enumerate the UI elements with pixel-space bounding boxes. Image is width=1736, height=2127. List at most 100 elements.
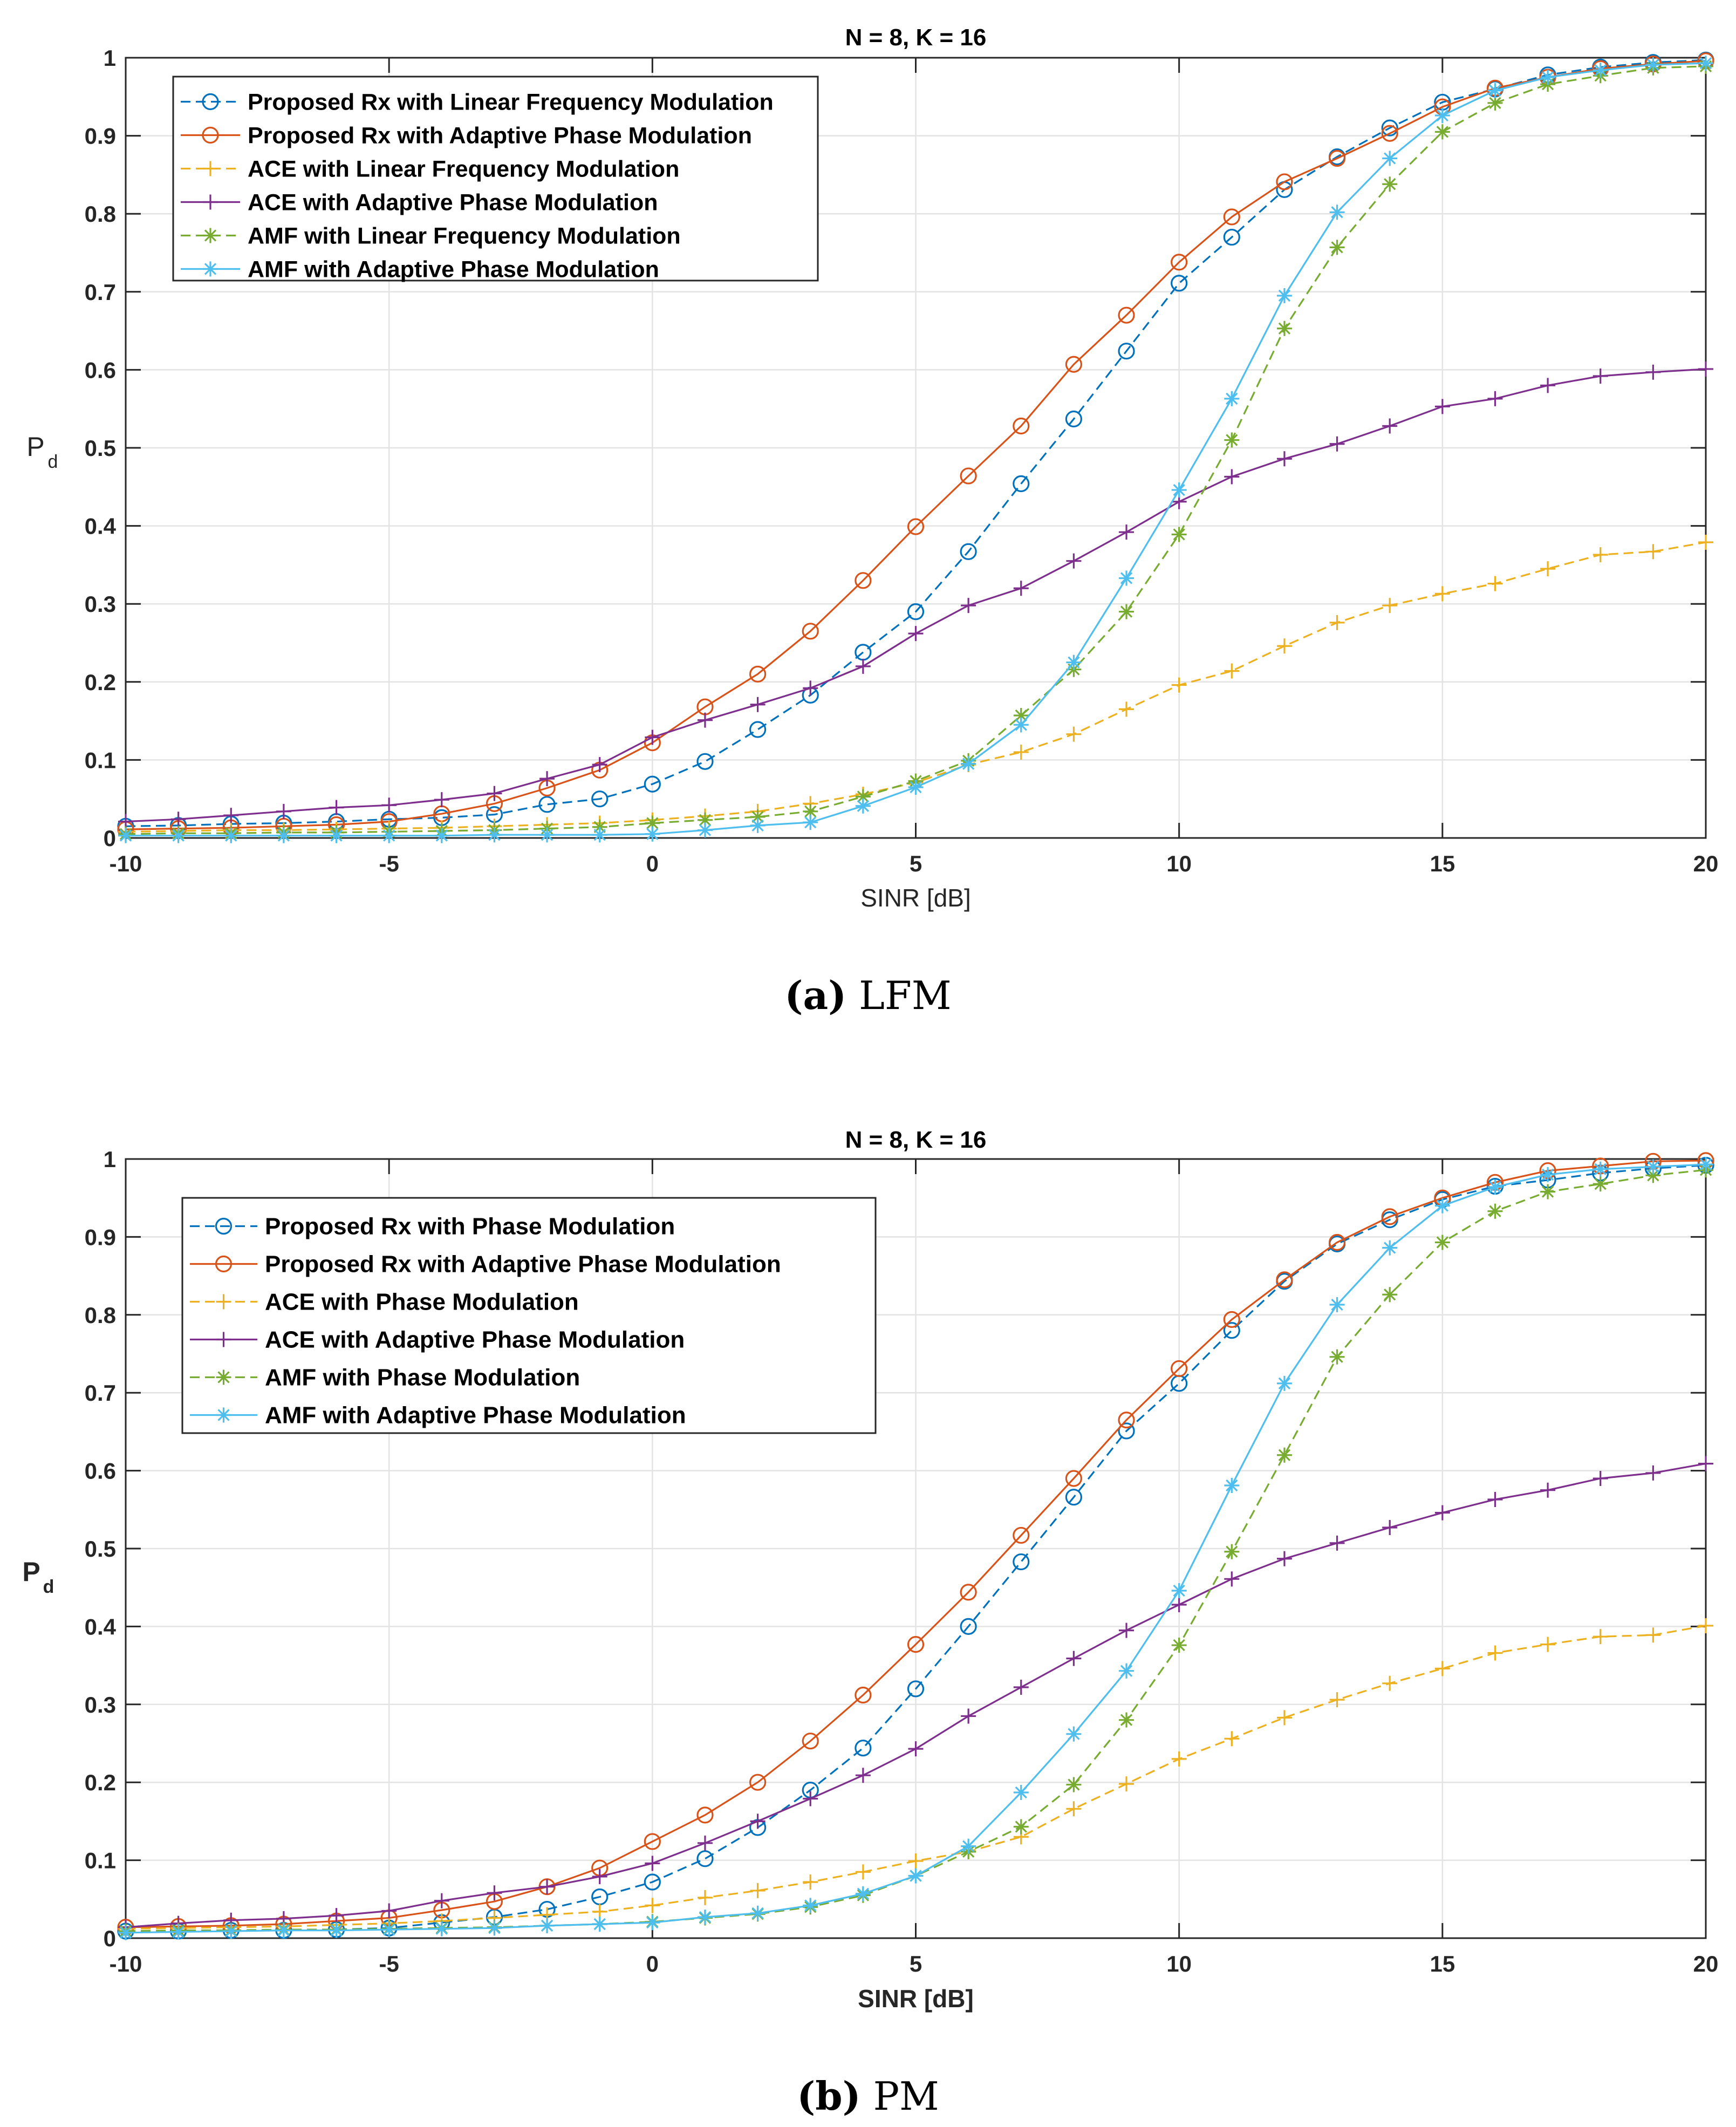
legend-entry-label: ACE with Phase Modulation: [265, 1289, 579, 1315]
data-point: [276, 1923, 291, 1938]
data-point: [1434, 1235, 1450, 1250]
data-point: [1698, 534, 1713, 550]
data-point: [645, 1898, 660, 1913]
data-point: [1698, 1157, 1713, 1172]
series-4: [118, 1456, 1713, 1935]
data-point: [1698, 56, 1713, 71]
legend-marker: [216, 1407, 231, 1423]
data-point: [1066, 1726, 1082, 1742]
x-tick-label: 5: [910, 851, 922, 876]
data-point: [1171, 1638, 1187, 1653]
data-point: [1382, 1520, 1398, 1536]
x-axis-label: SINR [dB]: [858, 1985, 974, 2013]
series-line: [125, 59, 1706, 827]
data-point: [1434, 1661, 1450, 1676]
data-point: [749, 665, 767, 683]
data-point: [1487, 83, 1503, 98]
data-point: [960, 543, 977, 560]
data-point: [434, 1921, 449, 1937]
y-tick-label: 0.2: [85, 670, 116, 695]
data-point: [1119, 1776, 1134, 1792]
legend-marker: [203, 228, 218, 243]
legend-entry-label: Proposed Rx with Linear Frequency Modula…: [248, 90, 774, 115]
caption-text: PM: [873, 2074, 939, 2119]
legend-marker: [203, 161, 218, 176]
data-point: [1329, 615, 1345, 630]
data-point: [750, 697, 766, 712]
data-point: [1593, 1161, 1608, 1177]
data-point: [1224, 1478, 1240, 1494]
data-point: [750, 809, 766, 824]
data-point: [1487, 391, 1503, 406]
figure-caption: (b) PM: [797, 2073, 939, 2119]
y-tick-label: 0.1: [85, 747, 116, 773]
data-point: [1329, 1535, 1345, 1551]
legend-marker: [202, 93, 219, 111]
data-point: [750, 1883, 766, 1898]
data-point: [1276, 451, 1292, 467]
data-point: [1276, 1551, 1292, 1566]
series-4: [118, 361, 1713, 829]
data-point: [1276, 638, 1292, 654]
data-point: [697, 712, 713, 728]
data-point: [1540, 1184, 1556, 1199]
caption-spacer: [846, 973, 859, 1018]
data-point: [749, 1774, 767, 1791]
legend-box: [181, 1197, 877, 1434]
data-point: [960, 1618, 977, 1635]
data-point: [1118, 1412, 1135, 1429]
x-tick-label: 0: [646, 851, 659, 876]
data-point: [487, 786, 502, 801]
data-point: [381, 1922, 397, 1938]
data-point: [960, 467, 977, 485]
data-point: [381, 797, 397, 813]
y-tick-label: 0.6: [85, 357, 116, 383]
y-tick-label: 0: [104, 826, 116, 851]
data-point: [1276, 288, 1292, 304]
data-point: [1540, 561, 1556, 577]
data-point: [750, 817, 766, 833]
data-point: [1013, 1553, 1030, 1571]
y-tick-label: 1: [104, 1147, 116, 1172]
data-point: [1065, 1470, 1083, 1487]
x-tick-label: 10: [1166, 1951, 1192, 1976]
legend-entry-label: AMF with Phase Modulation: [265, 1365, 580, 1391]
y-axis-label-subscript: d: [43, 1577, 54, 1597]
data-point: [1434, 399, 1450, 414]
legend-entry-label: AMF with Linear Frequency Modulation: [248, 223, 681, 249]
data-point: [855, 1768, 871, 1783]
data-point: [961, 756, 976, 772]
data-point: [1119, 1663, 1134, 1679]
data-point: [908, 1868, 924, 1884]
y-tick-label: 0.9: [85, 1224, 116, 1250]
data-point: [1645, 1168, 1661, 1183]
data-point: [855, 1740, 872, 1757]
data-point: [697, 1835, 713, 1851]
data-point: [487, 1885, 502, 1901]
data-point: [803, 1898, 818, 1913]
data-point: [750, 1905, 766, 1921]
data-point: [961, 598, 976, 613]
data-point: [802, 623, 819, 640]
data-point: [961, 1708, 976, 1724]
data-point: [170, 1924, 186, 1940]
data-point: [855, 658, 871, 674]
data-point: [1066, 655, 1082, 670]
data-point: [1013, 475, 1030, 493]
series-6: [118, 1157, 1713, 1940]
data-point: [1066, 1651, 1082, 1666]
data-point: [1645, 1159, 1661, 1175]
caption-label: (b): [797, 2073, 860, 2119]
data-point: [645, 730, 660, 745]
data-point: [539, 771, 555, 787]
y-tick-label: 0: [104, 1926, 116, 1951]
data-point: [1487, 1179, 1503, 1195]
y-tick-label: 0.8: [85, 201, 116, 227]
data-point: [908, 780, 924, 795]
data-point: [1223, 1322, 1240, 1339]
data-point: [1224, 1571, 1240, 1587]
y-tick-label: 0.4: [85, 1614, 117, 1639]
x-tick-label: 10: [1166, 851, 1192, 876]
data-point: [1224, 469, 1240, 485]
chart-title: N = 8, K = 16: [845, 24, 987, 51]
